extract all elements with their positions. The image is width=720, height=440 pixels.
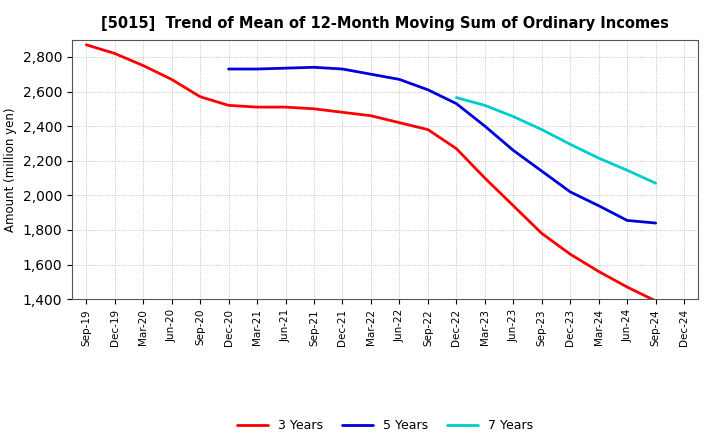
5 Years	[338, 66, 347, 72]
5 Years	[253, 66, 261, 72]
5 Years	[595, 203, 603, 209]
7 Years	[652, 180, 660, 186]
3 Years	[253, 104, 261, 110]
5 Years	[395, 77, 404, 82]
Line: 5 Years: 5 Years	[229, 67, 656, 223]
3 Years	[423, 127, 432, 132]
3 Years	[480, 176, 489, 181]
5 Years	[282, 66, 290, 71]
5 Years	[480, 124, 489, 129]
3 Years	[652, 298, 660, 304]
5 Years	[452, 101, 461, 106]
3 Years	[623, 284, 631, 290]
5 Years	[652, 220, 660, 226]
7 Years	[480, 103, 489, 108]
7 Years	[509, 114, 518, 119]
5 Years	[623, 218, 631, 223]
3 Years	[110, 51, 119, 56]
3 Years	[196, 94, 204, 99]
7 Years	[595, 155, 603, 161]
3 Years	[167, 77, 176, 82]
5 Years	[310, 65, 318, 70]
3 Years	[282, 104, 290, 110]
Line: 3 Years: 3 Years	[86, 45, 656, 301]
3 Years	[395, 120, 404, 125]
7 Years	[623, 168, 631, 173]
Legend: 3 Years, 5 Years, 7 Years: 3 Years, 5 Years, 7 Years	[232, 414, 539, 437]
3 Years	[366, 113, 375, 118]
3 Years	[566, 252, 575, 257]
3 Years	[452, 146, 461, 151]
3 Years	[225, 103, 233, 108]
7 Years	[452, 95, 461, 100]
3 Years	[595, 269, 603, 274]
5 Years	[509, 148, 518, 153]
3 Years	[537, 231, 546, 236]
7 Years	[566, 142, 575, 147]
Line: 7 Years: 7 Years	[456, 98, 656, 183]
3 Years	[82, 42, 91, 48]
5 Years	[566, 189, 575, 194]
3 Years	[509, 203, 518, 209]
Y-axis label: Amount (million yen): Amount (million yen)	[4, 107, 17, 231]
5 Years	[366, 72, 375, 77]
3 Years	[310, 106, 318, 111]
5 Years	[423, 87, 432, 92]
3 Years	[338, 110, 347, 115]
7 Years	[537, 127, 546, 132]
Title: [5015]  Trend of Mean of 12-Month Moving Sum of Ordinary Incomes: [5015] Trend of Mean of 12-Month Moving …	[102, 16, 669, 32]
5 Years	[225, 66, 233, 72]
5 Years	[537, 169, 546, 174]
3 Years	[139, 63, 148, 68]
